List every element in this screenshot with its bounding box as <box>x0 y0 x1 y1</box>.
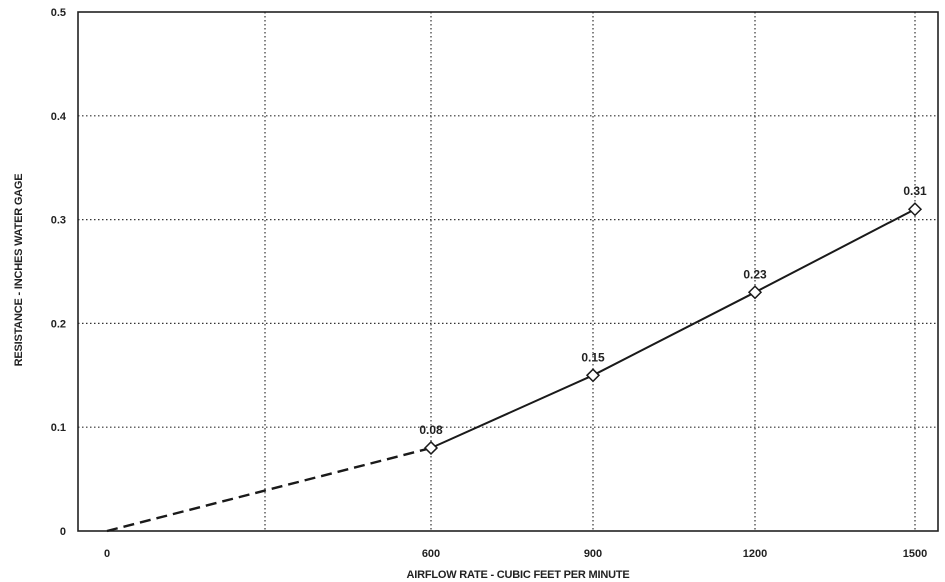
y-tick-label: 0.1 <box>51 422 66 434</box>
y-tick-label: 0.3 <box>51 215 66 227</box>
data-labels: 0.08 0.15 0.23 0.31 <box>419 184 927 437</box>
x-tick-label: 0 <box>104 548 110 560</box>
x-tick-label: 1500 <box>903 548 927 560</box>
plot-frame <box>77 11 939 532</box>
data-point-marker <box>907 202 923 217</box>
y-tick-label: 0.4 <box>51 111 67 123</box>
data-label: 0.08 <box>419 423 443 437</box>
series-line-solid <box>430 208 916 449</box>
y-tick-label: 0.5 <box>51 7 66 19</box>
grid-lines <box>78 12 938 531</box>
data-label: 0.15 <box>581 350 605 364</box>
series-line-dashed <box>106 446 432 533</box>
x-tick-label: 1200 <box>743 548 767 560</box>
data-point-marker <box>747 285 763 300</box>
tick-labels: 0 0.1 0.2 0.3 0.4 0.5 0 600 900 1200 1500 <box>51 7 928 560</box>
x-axis-title: AIRFLOW RATE - CUBIC FEET PER MINUTE <box>407 569 630 581</box>
y-tick-label: 0.2 <box>51 318 66 330</box>
data-point-marker <box>585 368 601 383</box>
y-tick-label: 0 <box>60 526 66 538</box>
x-tick-label: 600 <box>422 548 440 560</box>
data-label: 0.31 <box>903 184 927 198</box>
x-tick-label: 900 <box>584 548 602 560</box>
y-axis-title: RESISTANCE - INCHES WATER GAGE <box>13 174 25 367</box>
series-layer <box>106 202 923 533</box>
data-label: 0.23 <box>743 267 767 281</box>
data-point-marker <box>423 440 439 456</box>
